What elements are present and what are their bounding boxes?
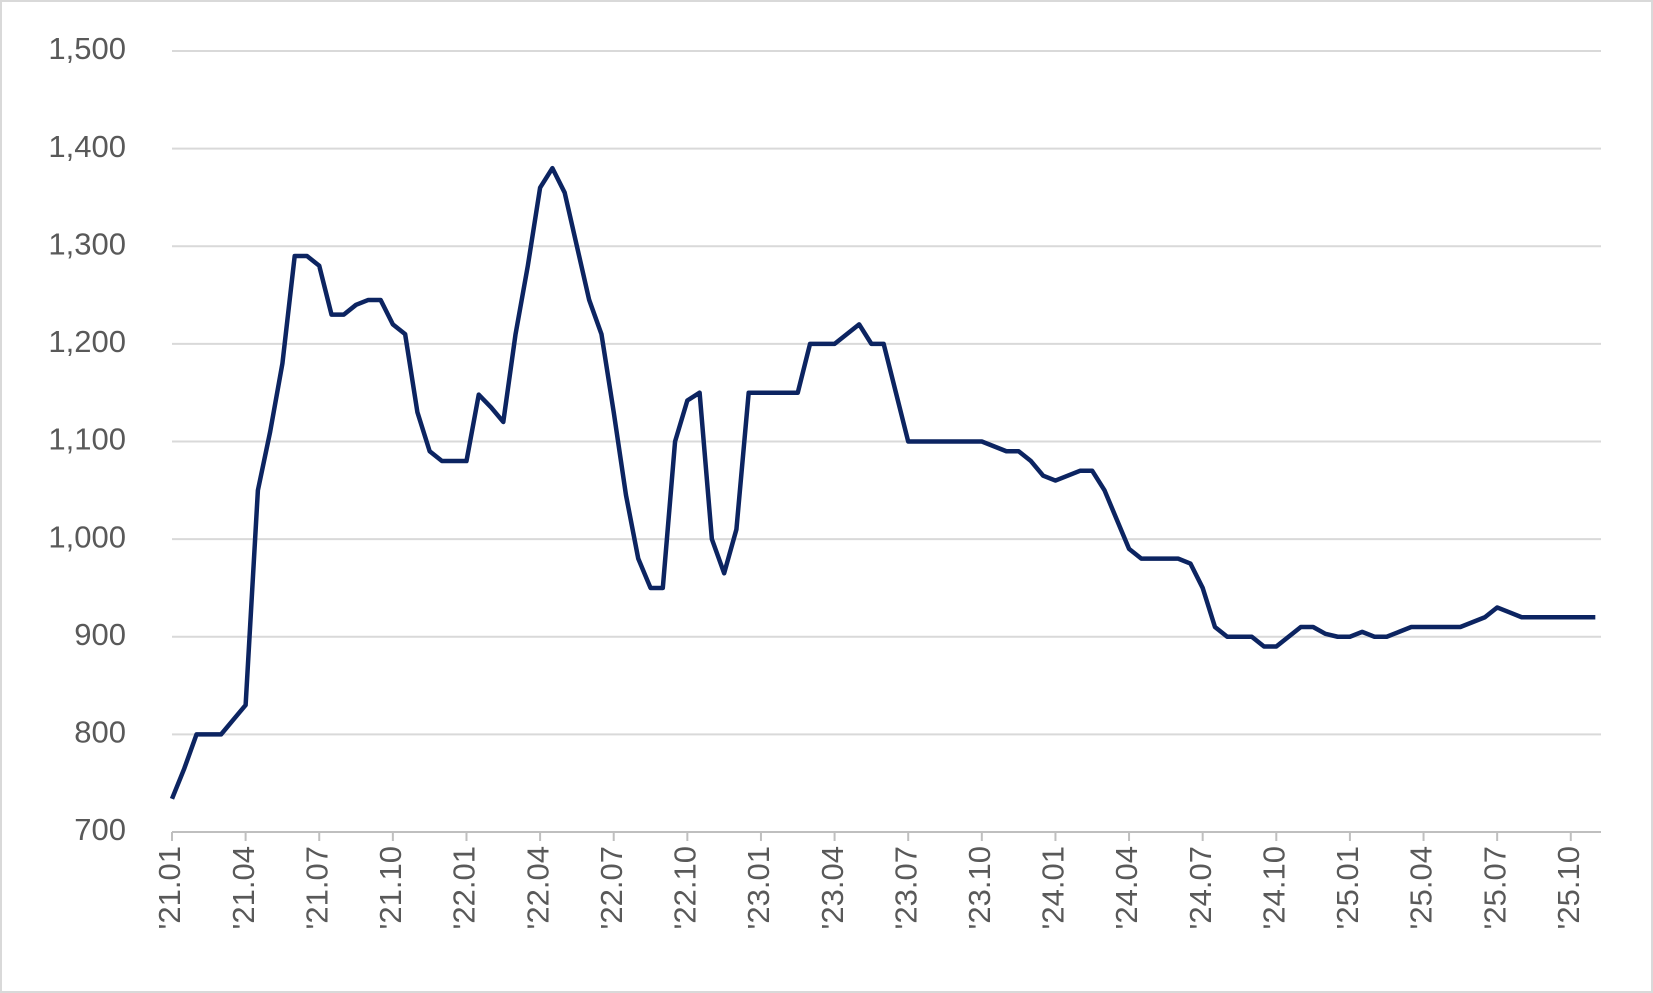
x-tick-label: '25.10	[1551, 846, 1586, 930]
x-tick-label: '24.07	[1183, 846, 1218, 930]
x-tick-label: '23.07	[888, 846, 923, 930]
x-tick-label: '23.10	[962, 846, 997, 930]
x-tick-label: '21.10	[373, 846, 408, 930]
x-tick-label: '21.07	[299, 846, 334, 930]
y-tick-label: 1,400	[48, 129, 126, 164]
data-line	[169, 165, 1596, 800]
x-tick-label: '22.07	[594, 846, 629, 930]
x-tick-label: '21.01	[152, 846, 187, 930]
x-tick-label: '23.01	[741, 846, 776, 930]
y-tick-label: 800	[74, 715, 126, 750]
x-tick-label: '23.04	[815, 846, 850, 930]
y-tick-label: 1,200	[48, 324, 126, 359]
y-tick-label: 1,000	[48, 519, 126, 554]
x-tick-label: '25.01	[1330, 846, 1365, 930]
y-tick-label: 900	[74, 617, 126, 652]
x-tick-label: '22.01	[447, 846, 482, 930]
x-tick-label: '25.04	[1404, 846, 1439, 930]
x-tick-label: '25.07	[1477, 846, 1512, 930]
x-tick-label: '21.04	[226, 846, 261, 930]
y-tick-label: 1,500	[48, 31, 126, 66]
y-tick-label: 1,100	[48, 422, 126, 457]
x-tick-label: '24.01	[1036, 846, 1071, 930]
x-tick-label: '24.10	[1256, 846, 1291, 930]
y-tick-label: 700	[74, 812, 126, 847]
y-tick-label: 1,300	[48, 226, 126, 261]
x-tick-label: '22.10	[668, 846, 703, 930]
x-tick-label: '22.04	[520, 846, 555, 930]
x-tick-label: '24.04	[1109, 846, 1144, 930]
